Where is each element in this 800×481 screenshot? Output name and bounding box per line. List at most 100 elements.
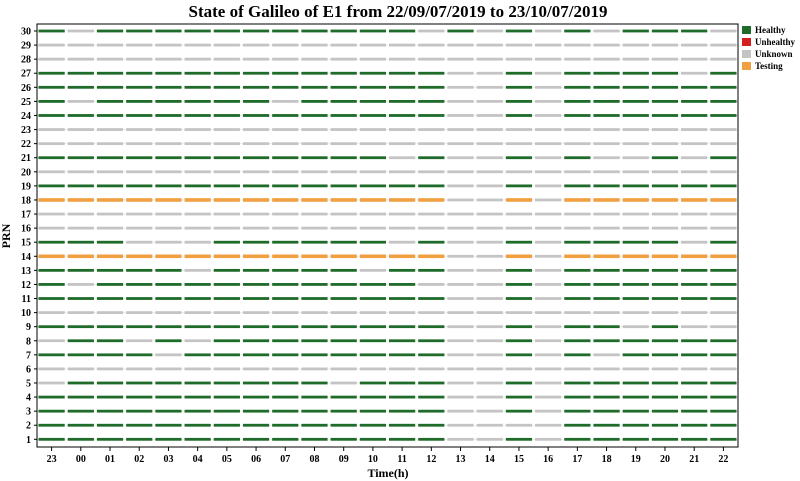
state-segment-prn-26	[155, 85, 182, 89]
state-segment-prn-11	[535, 297, 562, 300]
state-segment-prn-27	[710, 71, 737, 75]
state-segment-prn-6	[476, 367, 503, 371]
state-segment-prn-24	[155, 114, 182, 117]
state-segment-prn-30	[38, 29, 65, 33]
x-tick-label: 03	[163, 454, 173, 465]
state-segment-prn-4	[38, 395, 65, 399]
state-segment-prn-8	[681, 339, 708, 343]
state-segment-prn-27	[535, 71, 562, 75]
state-segment-prn-8	[593, 339, 620, 343]
state-segment-prn-6	[710, 367, 737, 371]
state-segment-prn-15	[184, 240, 211, 244]
state-segment-prn-22	[593, 142, 620, 146]
state-segment-prn-28	[593, 57, 620, 61]
state-segment-prn-8	[535, 339, 562, 343]
state-segment-prn-12	[184, 283, 211, 286]
state-segment-prn-13	[593, 268, 620, 272]
state-segment-prn-11	[389, 297, 416, 300]
state-segment-prn-14	[389, 254, 416, 259]
state-segment-prn-30	[96, 29, 124, 33]
state-segment-prn-7	[67, 353, 94, 357]
y-tick-label: 7	[26, 350, 31, 361]
x-tick-label: 05	[222, 454, 232, 465]
state-segment-prn-9	[418, 325, 445, 329]
state-segment-prn-3	[155, 409, 182, 413]
state-segment-prn-25	[126, 100, 153, 103]
state-segment-prn-19	[593, 184, 620, 188]
state-segment-prn-22	[96, 142, 124, 146]
state-segment-prn-2	[476, 423, 503, 427]
y-tick-label: 10	[21, 308, 31, 319]
state-segment-prn-21	[593, 156, 620, 160]
state-segment-prn-2	[213, 423, 240, 427]
state-segment-prn-3	[564, 409, 591, 413]
state-segment-prn-25	[564, 100, 591, 103]
state-segment-prn-23	[67, 128, 94, 131]
state-segment-prn-4	[242, 395, 270, 399]
state-segment-prn-21	[184, 156, 211, 160]
state-segment-prn-17	[389, 212, 416, 216]
state-segment-prn-12	[564, 283, 591, 286]
state-segment-prn-15	[359, 240, 386, 244]
state-segment-prn-9	[213, 325, 240, 329]
state-segment-prn-10	[242, 311, 270, 314]
state-segment-prn-10	[389, 311, 416, 314]
state-segment-prn-2	[126, 423, 153, 427]
state-segment-prn-25	[622, 100, 649, 103]
state-segment-prn-11	[418, 297, 445, 300]
state-segment-prn-2	[67, 423, 94, 427]
state-segment-prn-12	[330, 283, 357, 286]
state-segment-prn-2	[535, 423, 562, 427]
state-segment-prn-14	[359, 254, 386, 259]
x-tick-label: 09	[339, 454, 349, 465]
state-segment-prn-27	[418, 71, 445, 75]
state-segment-prn-17	[155, 212, 182, 216]
state-segment-prn-11	[38, 297, 65, 300]
state-segment-prn-29	[476, 43, 503, 47]
state-segment-prn-16	[418, 226, 445, 230]
state-segment-prn-7	[242, 353, 270, 357]
state-segment-prn-12	[447, 283, 474, 286]
state-segment-prn-22	[213, 142, 240, 146]
state-segment-prn-24	[38, 114, 65, 117]
state-segment-prn-10	[535, 311, 562, 314]
state-segment-prn-28	[447, 57, 474, 61]
state-segment-prn-17	[242, 212, 270, 216]
state-segment-prn-8	[710, 339, 737, 343]
state-segment-prn-16	[67, 226, 94, 230]
state-segment-prn-19	[418, 184, 445, 188]
y-tick-label: 1	[26, 435, 31, 446]
state-segment-prn-16	[476, 226, 503, 230]
state-segment-prn-15	[38, 240, 65, 244]
legend-swatch-unknown	[742, 50, 751, 58]
state-segment-prn-10	[184, 311, 211, 314]
state-segment-prn-28	[38, 57, 65, 61]
state-segment-prn-9	[476, 325, 503, 329]
state-segment-prn-12	[213, 283, 240, 286]
state-segment-prn-18	[272, 198, 299, 202]
state-segment-prn-1	[505, 437, 533, 441]
state-segment-prn-2	[593, 423, 620, 427]
state-segment-prn-22	[67, 142, 94, 146]
state-segment-prn-28	[96, 57, 124, 61]
state-segment-prn-19	[359, 184, 386, 188]
state-segment-prn-11	[593, 297, 620, 300]
state-segment-prn-26	[681, 85, 708, 89]
state-segment-prn-20	[126, 170, 153, 174]
state-segment-prn-16	[272, 226, 299, 230]
state-segment-prn-13	[564, 268, 591, 272]
state-segment-prn-26	[418, 85, 445, 89]
state-segment-prn-21	[126, 156, 153, 160]
state-segment-prn-6	[359, 367, 386, 371]
state-segment-prn-20	[359, 170, 386, 174]
state-segment-prn-5	[389, 381, 416, 385]
state-segment-prn-19	[38, 184, 65, 188]
state-segment-prn-23	[155, 128, 182, 131]
state-segment-prn-24	[622, 114, 649, 117]
state-segment-prn-9	[359, 325, 386, 329]
state-segment-prn-26	[96, 85, 124, 89]
state-segment-prn-14	[622, 254, 649, 259]
state-segment-prn-5	[447, 381, 474, 385]
state-segment-prn-27	[564, 71, 591, 75]
